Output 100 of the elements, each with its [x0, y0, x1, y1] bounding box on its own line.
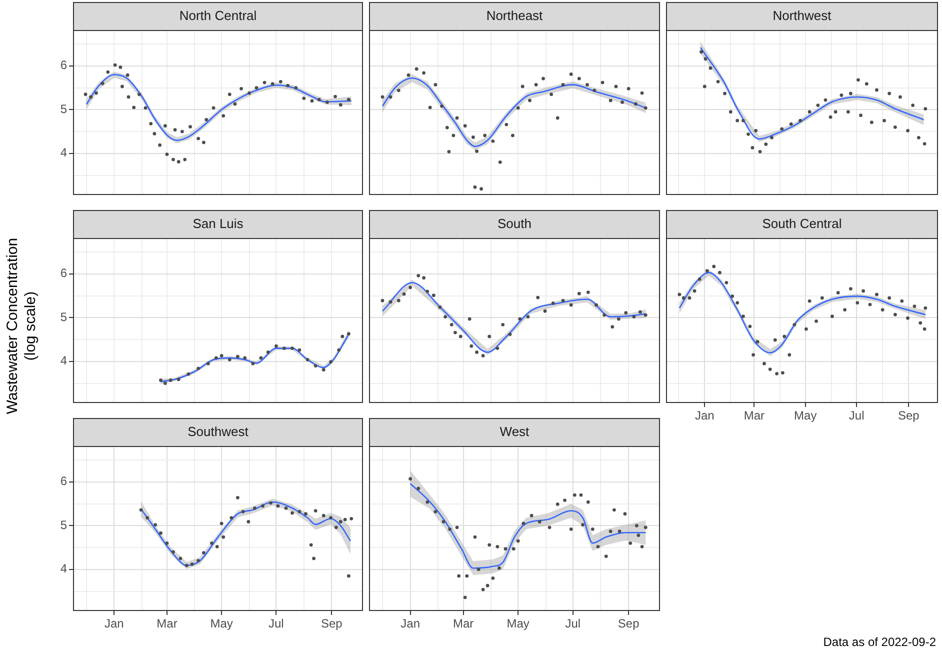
point: [843, 308, 847, 312]
point: [640, 91, 644, 95]
point: [678, 292, 682, 296]
point: [836, 291, 840, 294]
point: [563, 498, 566, 502]
point: [893, 312, 897, 316]
point: [511, 134, 514, 138]
point: [862, 289, 865, 293]
point: [882, 118, 886, 122]
point: [236, 354, 240, 358]
point: [146, 516, 149, 520]
chart-title: West: [369, 418, 660, 447]
point: [628, 541, 632, 545]
x-tick-label: Sep: [320, 616, 343, 631]
point: [455, 116, 459, 120]
point: [906, 128, 910, 132]
point: [230, 516, 234, 520]
point: [186, 372, 190, 376]
point: [278, 80, 282, 84]
point: [154, 523, 158, 526]
point: [498, 160, 502, 164]
point: [780, 127, 784, 131]
x-tick-label: Jan: [104, 616, 124, 631]
point: [504, 547, 508, 551]
x-tick-label: Jan: [400, 616, 420, 631]
point: [516, 106, 520, 110]
point: [808, 299, 812, 303]
point: [828, 115, 832, 119]
point: [290, 511, 294, 515]
point: [758, 150, 762, 154]
point: [534, 83, 538, 86]
point: [556, 116, 560, 120]
chart-title: Southwest: [73, 418, 363, 447]
point: [408, 286, 412, 290]
y-tick-label: 4: [60, 354, 68, 368]
point: [543, 309, 547, 313]
point: [149, 122, 153, 126]
point: [416, 486, 420, 490]
point: [204, 118, 208, 122]
point: [756, 340, 760, 344]
point: [475, 150, 478, 153]
point: [698, 277, 702, 281]
point: [875, 88, 878, 92]
point: [496, 544, 500, 548]
point: [634, 102, 638, 106]
point: [520, 84, 524, 88]
point: [536, 296, 540, 300]
point: [309, 543, 313, 547]
point: [188, 125, 192, 128]
point: [856, 301, 860, 304]
point: [298, 510, 302, 514]
point: [638, 310, 642, 314]
point: [426, 290, 430, 294]
point: [220, 354, 224, 358]
point: [172, 550, 175, 554]
point: [422, 276, 426, 280]
point: [214, 356, 218, 360]
point: [746, 132, 750, 136]
point: [172, 158, 175, 162]
point: [210, 541, 214, 545]
point: [246, 520, 250, 524]
point: [298, 348, 302, 352]
point: [604, 554, 608, 558]
point: [612, 508, 616, 512]
point: [402, 292, 406, 296]
point: [556, 502, 560, 506]
x-tick-label: May: [506, 616, 530, 631]
x-tick-label: May: [794, 408, 817, 423]
point: [848, 287, 852, 290]
y-tick-label: 6: [60, 266, 68, 280]
point: [317, 98, 321, 102]
point: [302, 96, 306, 100]
point: [206, 362, 210, 366]
point: [329, 516, 332, 520]
point: [586, 83, 589, 86]
point: [780, 371, 784, 374]
point: [440, 104, 444, 108]
point: [569, 303, 573, 307]
point: [126, 73, 130, 77]
point: [282, 346, 286, 350]
point: [579, 493, 583, 497]
point: [530, 514, 534, 518]
point: [458, 334, 462, 338]
point: [337, 348, 341, 352]
point: [442, 520, 446, 524]
point: [173, 128, 177, 132]
point: [859, 114, 862, 118]
point: [577, 292, 581, 296]
point: [488, 543, 492, 547]
point: [304, 512, 308, 516]
point: [692, 289, 696, 293]
point: [888, 92, 892, 96]
point: [752, 353, 756, 357]
point: [893, 125, 897, 129]
point: [626, 86, 630, 90]
text: Data as of 2022-09-2: [823, 635, 936, 649]
point: [644, 106, 648, 110]
point: [343, 518, 347, 522]
point: [569, 527, 573, 531]
point: [262, 80, 266, 84]
